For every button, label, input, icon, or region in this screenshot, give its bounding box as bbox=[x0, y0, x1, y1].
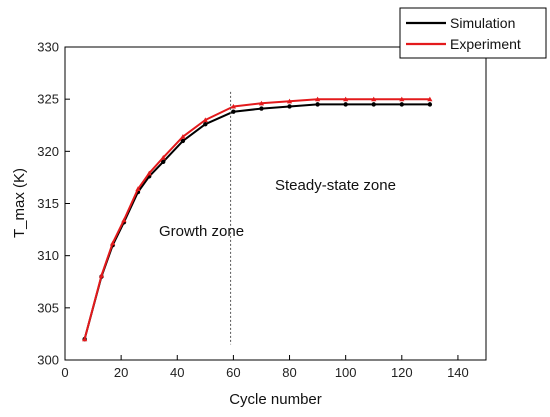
y-axis-ticks: 300 305 310 315 320 325 330 bbox=[37, 40, 70, 368]
data-point-simulation bbox=[399, 102, 404, 107]
x-tick-label: 100 bbox=[335, 365, 357, 380]
y-tick-label: 300 bbox=[37, 353, 59, 368]
y-tick-label: 305 bbox=[37, 300, 59, 315]
x-tick-label: 20 bbox=[114, 365, 128, 380]
data-point-experiment bbox=[427, 96, 433, 102]
data-point-simulation bbox=[180, 138, 186, 144]
y-tick-label: 315 bbox=[37, 196, 59, 211]
data-point-simulation bbox=[203, 122, 208, 127]
legend-label-simulation: Simulation bbox=[450, 15, 515, 31]
data-point-experiment bbox=[371, 96, 377, 102]
x-tick-label: 40 bbox=[170, 365, 184, 380]
series-line-simulation bbox=[83, 103, 430, 340]
y-tick-label: 325 bbox=[37, 92, 59, 107]
data-point-simulation bbox=[315, 102, 320, 107]
data-point-experiment bbox=[180, 134, 186, 139]
data-point-experiment bbox=[82, 336, 88, 342]
data-point-experiment bbox=[258, 100, 265, 106]
data-point-experiment bbox=[399, 96, 405, 102]
y-axis-title: T_max (K) bbox=[11, 168, 28, 238]
data-point-experiment bbox=[160, 154, 166, 160]
data-point-experiment bbox=[110, 240, 116, 246]
data-point-simulation bbox=[259, 106, 264, 111]
series-line-experiment bbox=[83, 98, 430, 340]
y-tick-label: 310 bbox=[37, 248, 59, 263]
legend: Simulation Experiment bbox=[399, 7, 547, 59]
data-point-experiment bbox=[286, 98, 293, 104]
x-tick-label: 120 bbox=[391, 365, 413, 380]
x-tick-label: 0 bbox=[61, 365, 68, 380]
x-axis-title: Cycle number bbox=[229, 391, 322, 408]
data-point-experiment bbox=[315, 96, 321, 102]
data-point-simulation bbox=[161, 159, 166, 164]
data-point-experiment bbox=[230, 103, 236, 109]
x-axis-ticks: 0 20 40 60 80 100 120 140 bbox=[61, 355, 469, 380]
x-tick-label: 80 bbox=[282, 365, 296, 380]
y-tick-label: 330 bbox=[37, 40, 59, 55]
legend-box bbox=[399, 7, 547, 59]
x-tick-label: 60 bbox=[226, 365, 240, 380]
data-point-simulation bbox=[343, 102, 348, 107]
series-layer bbox=[82, 96, 433, 342]
data-point-experiment bbox=[98, 272, 105, 278]
x-tick-label: 140 bbox=[447, 365, 469, 380]
data-point-simulation bbox=[427, 102, 433, 107]
data-point-experiment bbox=[202, 117, 208, 123]
plot-frame bbox=[64, 46, 487, 361]
data-point-simulation bbox=[231, 109, 236, 114]
data-point-simulation bbox=[287, 104, 292, 109]
annotation-growth-zone: Growth zone bbox=[159, 223, 244, 240]
annotation-steady-state-zone: Steady-state zone bbox=[275, 177, 396, 194]
data-point-experiment bbox=[343, 96, 349, 102]
data-point-simulation bbox=[371, 102, 376, 107]
data-point-experiment bbox=[121, 217, 127, 223]
y-tick-label: 320 bbox=[37, 144, 59, 159]
data-point-experiment bbox=[135, 186, 141, 191]
legend-label-experiment: Experiment bbox=[450, 36, 521, 52]
data-point-experiment bbox=[146, 170, 152, 176]
